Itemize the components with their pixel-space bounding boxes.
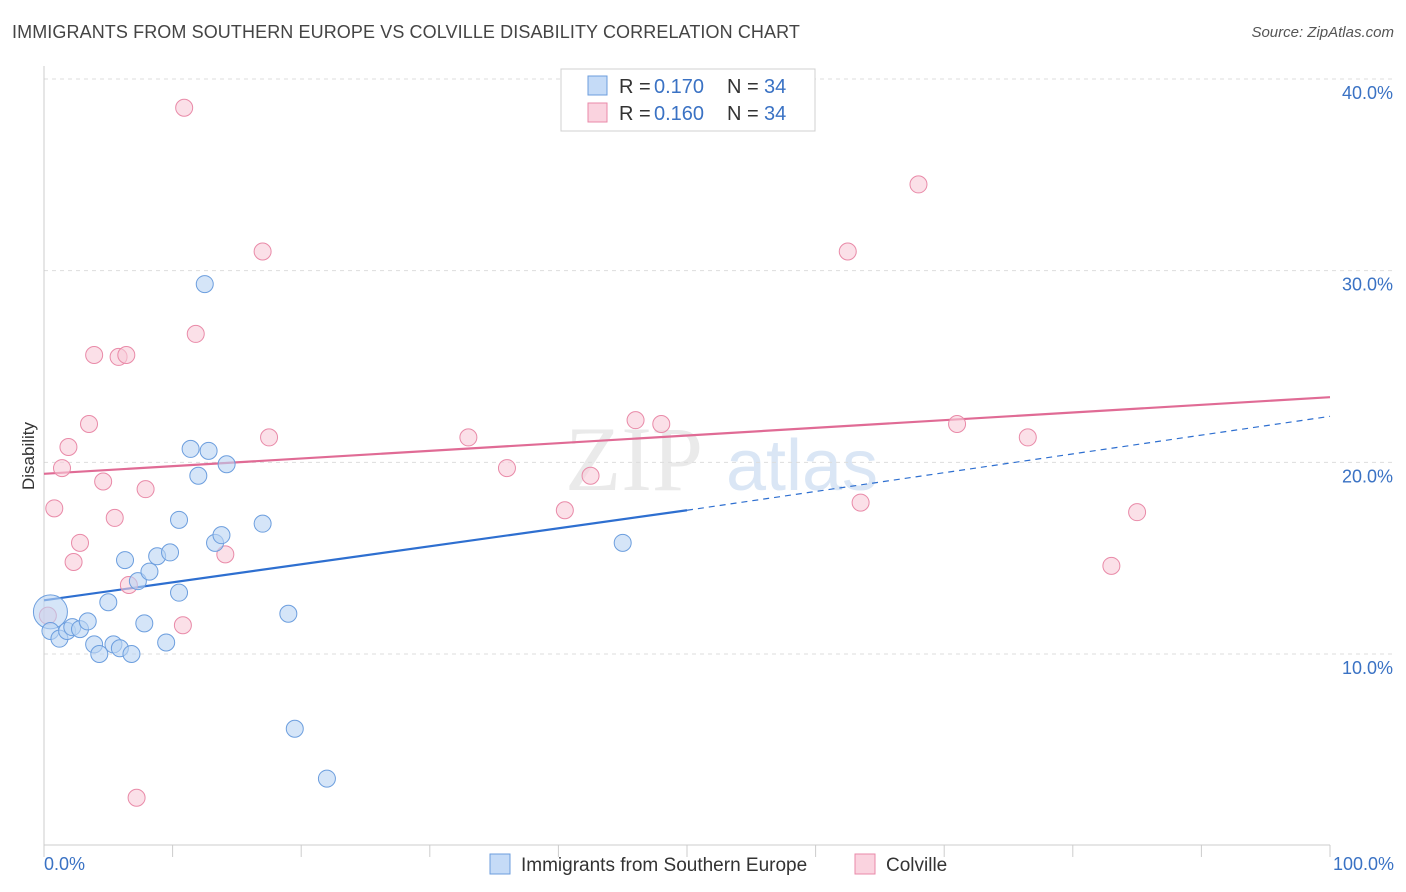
data-point-pink — [175, 98, 194, 117]
data-point-blue — [135, 614, 154, 633]
legend-swatch-pink — [587, 102, 608, 123]
data-point-pink — [64, 553, 83, 571]
data-point-pink — [173, 616, 192, 635]
bottom-legend-swatch-blue — [489, 853, 511, 875]
data-point-pink — [127, 788, 146, 807]
chart-title: IMMIGRANTS FROM SOUTHERN EUROPE VS COLVI… — [12, 22, 800, 42]
data-point-pink — [105, 508, 124, 527]
y-tick-label: 40.0% — [1342, 83, 1393, 103]
data-point-pink — [909, 175, 928, 194]
legend-n-value-1: 34 — [764, 76, 786, 98]
data-point-pink — [1128, 503, 1147, 522]
data-point-pink — [94, 472, 113, 491]
legend-n-label-2: N = — [727, 103, 759, 125]
data-point-blue — [189, 466, 208, 485]
legend: R = 0.170 N = 34 R = 0.160 N = 34 — [560, 68, 816, 132]
data-point-pink — [851, 493, 870, 512]
data-point-blue — [128, 572, 147, 591]
data-points — [32, 98, 1147, 807]
data-point-blue — [116, 551, 135, 570]
data-point-pink — [1018, 428, 1037, 447]
y-tick-labels: 10.0% 20.0% 30.0% 40.0% — [1342, 83, 1393, 678]
data-point-blue — [157, 633, 176, 652]
data-point-pink — [186, 324, 205, 343]
gridlines — [44, 78, 1394, 655]
data-point-pink — [216, 545, 235, 564]
data-point-pink — [459, 428, 478, 447]
data-point-pink — [626, 411, 645, 430]
data-point-pink — [117, 346, 136, 364]
data-point-blue — [317, 769, 336, 788]
data-point-blue — [181, 439, 200, 458]
data-point-blue — [122, 645, 141, 663]
bottom-legend-label-pink: Colville — [886, 855, 947, 876]
data-point-blue — [217, 455, 236, 474]
data-point-blue — [170, 510, 189, 529]
data-point-blue — [99, 593, 118, 612]
data-point-pink — [948, 415, 967, 433]
data-point-pink — [260, 428, 279, 447]
data-point-pink — [555, 501, 574, 520]
data-point-pink — [85, 346, 104, 364]
data-point-pink — [80, 415, 99, 433]
data-point-pink — [45, 499, 64, 518]
source-label: Source: ZipAtlas.com — [1251, 24, 1394, 41]
trend-line-blue-extrapolated — [686, 415, 1331, 511]
data-point-blue — [90, 645, 109, 663]
x-tick-label-min: 0.0% — [44, 854, 85, 874]
data-point-pink — [838, 242, 857, 261]
y-tick-label: 10.0% — [1342, 658, 1393, 678]
trend-lines — [43, 396, 1331, 602]
trend-line-blue — [43, 509, 688, 602]
legend-r-value-1: 0.170 — [654, 76, 704, 98]
y-axis-label: Disability — [19, 421, 38, 490]
data-point-blue — [195, 275, 214, 294]
data-point-pink — [497, 459, 516, 478]
data-point-blue — [212, 526, 231, 545]
data-point-blue — [199, 441, 218, 460]
data-point-pink — [581, 466, 600, 485]
data-point-pink — [1102, 556, 1121, 575]
data-point-blue — [140, 562, 159, 581]
data-point-blue — [161, 543, 180, 562]
data-point-blue — [613, 533, 632, 552]
legend-n-label-1: N = — [727, 76, 759, 98]
data-point-pink — [253, 242, 272, 261]
legend-swatch-blue — [587, 75, 608, 96]
data-point-pink — [652, 415, 671, 433]
axes — [43, 66, 1331, 857]
y-tick-label: 20.0% — [1342, 466, 1393, 486]
data-point-blue — [170, 583, 189, 602]
legend-r-value-2: 0.160 — [654, 103, 704, 125]
y-tick-label: 30.0% — [1342, 275, 1393, 295]
data-point-pink — [53, 459, 72, 478]
data-point-blue — [279, 604, 298, 623]
legend-n-value-2: 34 — [764, 103, 786, 125]
bottom-legend: Immigrants from Southern Europe Colville — [489, 853, 947, 876]
bottom-legend-swatch-pink — [854, 853, 876, 875]
watermark-atlas: atlas — [726, 426, 878, 506]
x-tick-label-max: 100.0% — [1333, 854, 1394, 874]
data-point-pink — [136, 480, 155, 499]
data-point-blue — [285, 719, 304, 738]
legend-r-label-1: R = — [619, 76, 651, 98]
data-point-pink — [59, 438, 78, 456]
data-point-pink — [71, 533, 90, 552]
trend-line-pink — [43, 396, 1331, 475]
data-point-blue — [253, 514, 272, 533]
bottom-legend-label-blue: Immigrants from Southern Europe — [521, 855, 807, 876]
data-point-blue — [78, 612, 97, 631]
legend-r-label-2: R = — [619, 103, 651, 125]
